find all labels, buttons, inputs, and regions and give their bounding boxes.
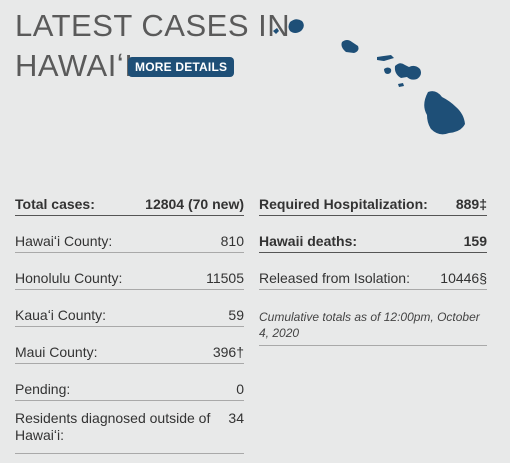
row-label: Total cases: <box>15 196 95 212</box>
row-label: Pending: <box>15 381 71 397</box>
row-label: Residents diagnosed outside of Hawaiʻi: <box>15 410 211 443</box>
footnote: Cumulative totals as of 12:00pm, October… <box>259 299 487 346</box>
table-row: Released from Isolation: 10446§ <box>259 262 487 290</box>
county-table: Total cases: 12804 (70 new) Hawaiʻi County… <box>15 188 244 463</box>
table-row: Residents diagnosed outside of Hawaiʻi: 3… <box>15 410 244 454</box>
table-row: Pending: 0 <box>15 373 244 401</box>
row-value: 12804 (70 new) <box>145 196 244 212</box>
table-row: Honolulu County: 11505 <box>15 262 244 290</box>
hawaii-map <box>273 19 465 135</box>
status-table: Required Hospitalization: 889‡ Hawaii deat… <box>259 188 487 346</box>
table-row: Maui County: 396† <box>15 336 244 364</box>
row-label: Hawaiʻi County: <box>15 233 113 249</box>
row-value: 11505 <box>206 270 244 286</box>
table-row: Hawaii deaths: 159 <box>259 225 487 253</box>
table-row: Required Hospitalization: 889‡ <box>259 188 487 216</box>
table-row: Hawaiʻi County: 810 <box>15 225 244 253</box>
row-value: 159 <box>463 233 487 249</box>
row-value: 889‡ <box>455 196 487 212</box>
page: {"header": {"title_line1": "LATEST CASES… <box>15 8 487 454</box>
row-label: Required Hospitalization: <box>259 196 428 212</box>
table-row: Kauaʻi County: 59 <box>15 299 244 327</box>
row-label: Released from Isolation: <box>259 270 410 286</box>
row-value: 10446§ <box>440 270 487 286</box>
table-row: Total cases: 12804 (70 new) <box>15 188 244 216</box>
title: HAWAIʻI <box>15 48 134 83</box>
more-details-button[interactable]: MORE DETAILS <box>128 57 235 77</box>
row-label: Maui County: <box>15 344 98 360</box>
title: LATEST CASES IN <box>15 8 291 43</box>
row-value: 59 <box>228 307 244 323</box>
row-value: 0 <box>236 381 244 397</box>
row-label: Hawaii deaths: <box>259 233 358 249</box>
row-label: Honolulu County: <box>15 270 123 286</box>
row-value: 396† <box>212 344 244 360</box>
row-value: 34 <box>228 410 244 426</box>
row-value: 810 <box>220 233 244 249</box>
row-label: Kauaʻi County: <box>15 307 107 323</box>
